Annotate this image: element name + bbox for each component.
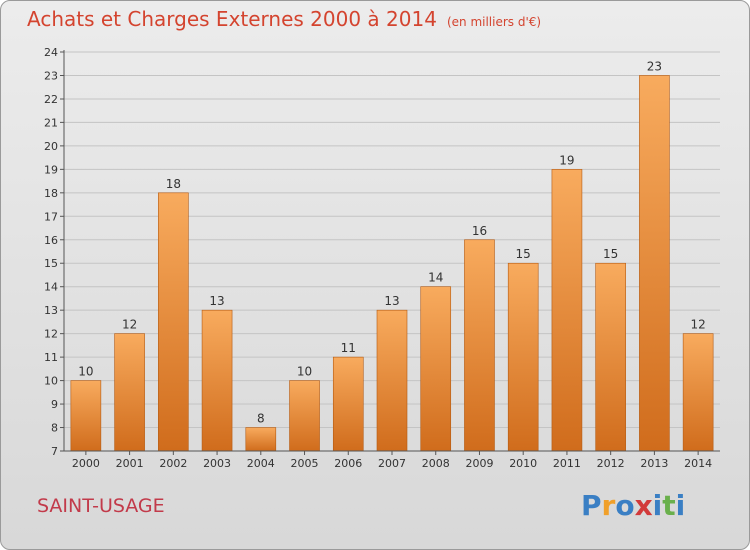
title-text: Achats et Charges Externes 2000 à 2014 xyxy=(27,7,437,31)
bar-value-label: 11 xyxy=(341,341,356,355)
y-tick-label: 14 xyxy=(44,281,58,294)
y-tick-label: 7 xyxy=(51,445,58,458)
bar xyxy=(114,333,145,452)
y-axis: 7 8 9 10 11 12 13 14 15 16 17 18 19 20 21 22 23 24 xyxy=(44,46,65,458)
bars: 10 12 18 13 8 10 11 13 14 16 15 19 15 23 12 xyxy=(70,59,714,452)
bar xyxy=(420,286,452,452)
x-tick-label: 2001 xyxy=(116,457,144,470)
x-tick-label: 2011 xyxy=(553,457,581,470)
bar-value-label: 10 xyxy=(78,365,93,379)
bar-value-label: 13 xyxy=(209,294,224,308)
bar xyxy=(158,192,189,452)
y-tick-label: 20 xyxy=(44,140,58,153)
bar xyxy=(376,309,408,452)
y-tick-label: 16 xyxy=(44,234,58,247)
y-tick-label: 8 xyxy=(51,422,58,435)
logo-letter: o xyxy=(615,489,635,522)
bar xyxy=(682,333,714,452)
x-tick-label: 2012 xyxy=(597,457,625,470)
bar xyxy=(201,309,233,452)
bar xyxy=(70,380,102,452)
bar-value-label: 13 xyxy=(384,294,399,308)
x-tick-label: 2014 xyxy=(684,457,712,470)
bar-value-label: 18 xyxy=(166,177,181,191)
bar-value-label: 23 xyxy=(647,59,662,73)
x-tick-label: 2006 xyxy=(334,457,362,470)
proxiti-logo: Proxiti xyxy=(581,489,685,522)
bar-value-label: 12 xyxy=(690,318,705,332)
x-axis: 2000 2001 2002 2003 2004 2005 2006 2007 2008 2009… xyxy=(64,450,720,470)
commune-name: SAINT-USAGE xyxy=(37,495,165,517)
x-tick-label: 2003 xyxy=(203,457,231,470)
bar xyxy=(551,169,583,452)
y-tick-label: 19 xyxy=(44,163,58,176)
y-tick-label: 23 xyxy=(44,69,58,82)
y-tick-label: 11 xyxy=(44,351,58,364)
bar-value-label: 15 xyxy=(516,247,531,261)
logo-letter: i xyxy=(675,489,686,522)
x-tick-label: 2009 xyxy=(465,457,493,470)
bar xyxy=(639,75,670,452)
y-tick-label: 13 xyxy=(44,304,58,317)
y-tick-label: 24 xyxy=(44,46,58,59)
y-tick-label: 15 xyxy=(44,257,58,270)
bar-value-label: 8 xyxy=(257,412,265,426)
bar xyxy=(332,356,364,452)
bar-value-label: 15 xyxy=(603,247,618,261)
y-tick-label: 21 xyxy=(44,116,58,129)
logo-letter: x xyxy=(634,489,653,522)
y-tick-label: 12 xyxy=(44,328,58,341)
logo-letter: t xyxy=(662,489,676,522)
y-tick-label: 10 xyxy=(44,375,58,388)
x-tick-label: 2007 xyxy=(378,457,406,470)
x-tick-label: 2013 xyxy=(640,457,668,470)
y-tick-label: 17 xyxy=(44,210,58,223)
chart-title: Achats et Charges Externes 2000 à 2014 (e… xyxy=(27,7,541,31)
x-tick-label: 2002 xyxy=(159,457,187,470)
bar-value-label: 16 xyxy=(472,224,487,238)
bar-value-label: 10 xyxy=(297,365,312,379)
y-tick-label: 9 xyxy=(51,398,58,411)
logo-letter: r xyxy=(601,489,616,522)
bar xyxy=(464,239,495,452)
logo-letter: P xyxy=(581,489,602,522)
x-tick-label: 2010 xyxy=(509,457,537,470)
bar-value-label: 12 xyxy=(122,318,137,332)
bar xyxy=(507,262,539,452)
bar-value-label: 19 xyxy=(559,153,574,167)
title-unit: (en milliers d'€) xyxy=(446,15,542,29)
x-tick-label: 2000 xyxy=(72,457,100,470)
x-tick-label: 2008 xyxy=(422,457,450,470)
bar-value-label: 14 xyxy=(428,271,443,285)
bar xyxy=(245,427,277,452)
y-tick-label: 18 xyxy=(44,187,58,200)
bar xyxy=(595,262,626,452)
y-tick-label: 22 xyxy=(44,93,58,106)
x-tick-label: 2005 xyxy=(291,457,319,470)
bar xyxy=(289,380,320,452)
x-tick-label: 2004 xyxy=(247,457,275,470)
logo-letter: i xyxy=(652,489,663,522)
